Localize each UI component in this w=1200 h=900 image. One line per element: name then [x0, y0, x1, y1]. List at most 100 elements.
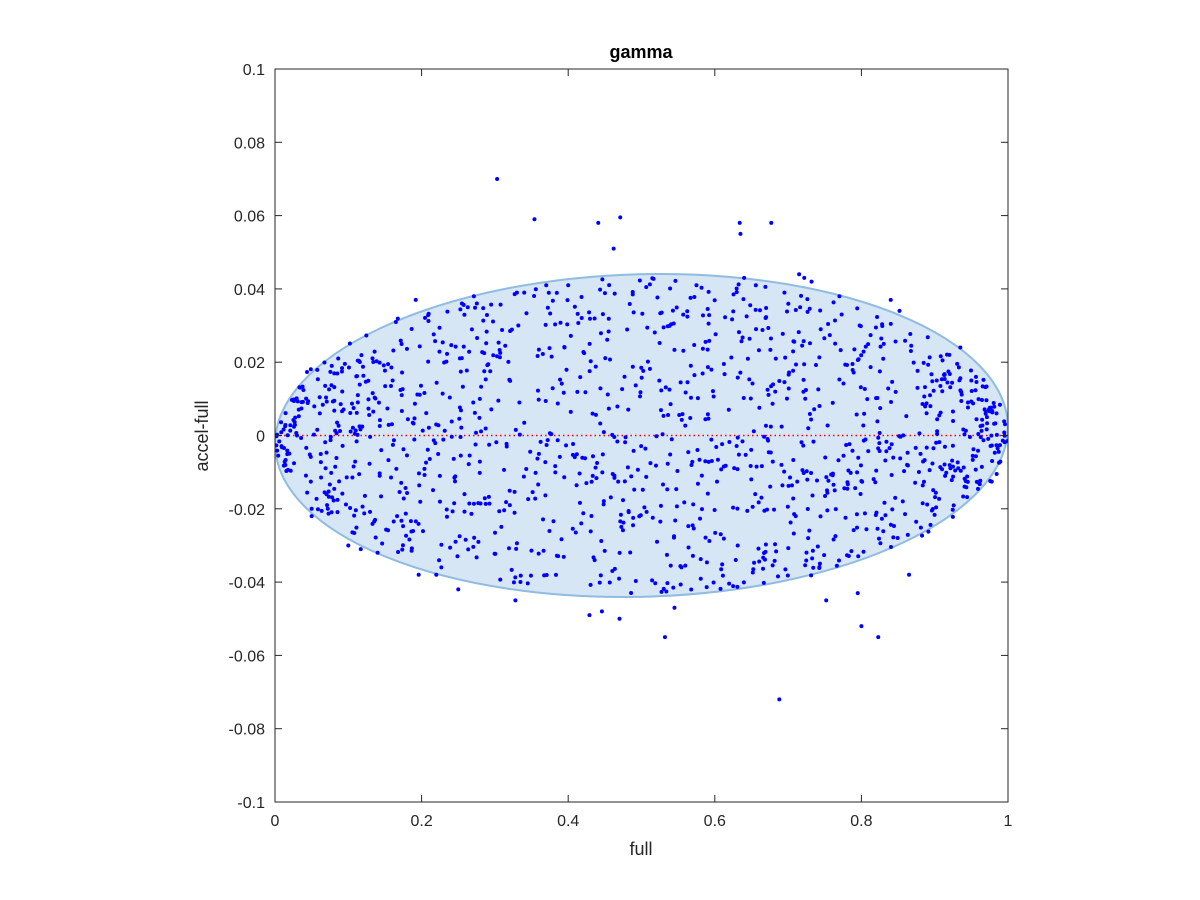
scatter-point [472, 535, 477, 540]
scatter-point [335, 371, 340, 376]
scatter-point [831, 537, 836, 542]
scatter-point [786, 372, 791, 377]
scatter-point [674, 487, 679, 492]
scatter-point [672, 534, 677, 539]
scatter-point [283, 458, 288, 463]
x-tick-label: 0.4 [557, 813, 579, 830]
scatter-point [741, 297, 746, 302]
scatter-point [829, 472, 834, 477]
scatter-point [855, 591, 860, 596]
scatter-point [617, 550, 622, 555]
scatter-point [493, 530, 498, 535]
scatter-point [525, 581, 530, 586]
scatter-point [795, 479, 800, 484]
points-layer [275, 176, 1008, 702]
scatter-point [621, 520, 626, 525]
scatter-point [935, 431, 940, 436]
scatter-point [749, 477, 754, 482]
scatter-point [859, 353, 864, 358]
scatter-point [629, 590, 634, 595]
scatter-point [692, 373, 697, 378]
scatter-point [536, 551, 541, 556]
scatter-point [786, 546, 791, 551]
scatter-point [304, 396, 309, 401]
scatter-point [918, 451, 923, 456]
scatter-point [465, 305, 470, 310]
scatter-point [788, 520, 793, 525]
scatter-point [967, 435, 972, 440]
scatter-point [721, 536, 726, 541]
scatter-point [770, 563, 775, 568]
scatter-point [668, 402, 673, 407]
scatter-point [951, 418, 956, 423]
scatter-point [594, 476, 599, 481]
scatter-point [855, 306, 860, 311]
scatter-point [416, 521, 421, 526]
scatter-point [726, 407, 731, 412]
scatter-point [686, 450, 691, 455]
scatter-point [457, 405, 462, 410]
scatter-point [478, 501, 483, 506]
scatter-point [350, 475, 355, 480]
scatter-point [977, 482, 982, 487]
scatter-point [279, 420, 284, 425]
scatter-point [482, 351, 487, 356]
scatter-point [800, 468, 805, 473]
scatter-point [357, 382, 362, 387]
scatter-point [681, 348, 686, 353]
scatter-point [963, 479, 968, 484]
scatter-point [934, 505, 939, 510]
scatter-point [362, 493, 367, 498]
scatter-point [635, 467, 640, 472]
scatter-point [718, 532, 723, 537]
scatter-point [931, 388, 936, 393]
scatter-point [997, 443, 1002, 448]
scatter-point [738, 370, 743, 375]
scatter-point [747, 336, 752, 341]
scatter-point [466, 462, 471, 467]
scatter-point [497, 347, 502, 352]
scatter-point [650, 515, 655, 520]
scatter-point [709, 367, 714, 372]
scatter-point [658, 503, 663, 508]
scatter-point [376, 400, 381, 405]
scatter-point [937, 440, 942, 445]
scatter-point [773, 389, 778, 394]
scatter-point [858, 385, 863, 390]
scatter-point [496, 398, 501, 403]
scatter-point [807, 341, 812, 346]
scatter-point [366, 378, 371, 383]
scatter-point [448, 545, 453, 550]
scatter-point [886, 386, 891, 391]
scatter-point [950, 380, 955, 385]
scatter-point [625, 327, 630, 332]
scatter-point [538, 439, 543, 444]
scatter-point [431, 332, 436, 337]
scatter-point [325, 503, 330, 508]
scatter-point [357, 472, 362, 477]
scatter-point [962, 432, 967, 437]
scatter-point [662, 635, 667, 640]
scatter-point [386, 362, 391, 367]
scatter-point [622, 479, 627, 484]
scatter-point [420, 428, 425, 433]
scatter-point [727, 581, 732, 586]
scatter-point [399, 480, 404, 485]
scatter-point [565, 298, 570, 303]
scatter-point [643, 446, 648, 451]
scatter-point [750, 381, 755, 386]
scatter-point [581, 511, 586, 516]
scatter-point [308, 479, 313, 484]
scatter-point [354, 374, 359, 379]
scatter-point [818, 308, 823, 313]
scatter-point [411, 421, 416, 426]
scatter-point [283, 424, 288, 429]
scatter-point [484, 329, 489, 334]
scatter-point [437, 499, 442, 504]
scatter-point [707, 313, 712, 318]
scatter-point [764, 306, 769, 311]
scatter-point [482, 496, 487, 501]
scatter-point [312, 404, 317, 409]
scatter-point [959, 390, 964, 395]
scatter-point [329, 383, 334, 388]
